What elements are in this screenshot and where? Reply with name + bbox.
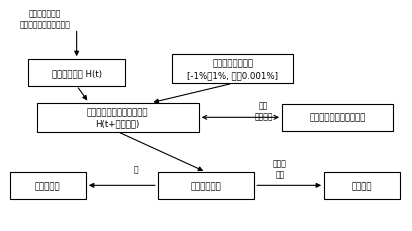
Text: 确定波速变化范围
[-1%到1%, 步长0.001%]: 确定波速变化范围 [-1%到1%, 步长0.001%] [187,60,278,80]
Text: 监测时间范围内
所有多重散射波的平均值: 监测时间范围内 所有多重散射波的平均值 [19,9,70,29]
Text: 波速变化: 波速变化 [352,181,372,190]
FancyBboxPatch shape [37,103,199,132]
Text: 计算
相关系数: 计算 相关系数 [254,101,273,121]
FancyBboxPatch shape [158,172,254,199]
Text: 最大相关系数: 最大相关系数 [191,181,221,190]
FancyBboxPatch shape [28,60,125,86]
Text: 确定参考波形 H(t): 确定参考波形 H(t) [52,69,102,78]
FancyBboxPatch shape [282,105,393,131]
Text: 值: 值 [134,165,138,174]
FancyBboxPatch shape [10,172,86,199]
FancyBboxPatch shape [324,172,400,199]
Text: 某一个小时的多重散射波: 某一个小时的多重散射波 [309,113,365,122]
Text: 计算波速变化后的参考波形
H(t+波速变化): 计算波速变化后的参考波形 H(t+波速变化) [87,108,148,128]
Text: 微裂隙变化: 微裂隙变化 [35,181,61,190]
FancyBboxPatch shape [172,55,293,84]
Text: 值所在
位置: 值所在 位置 [273,159,287,179]
